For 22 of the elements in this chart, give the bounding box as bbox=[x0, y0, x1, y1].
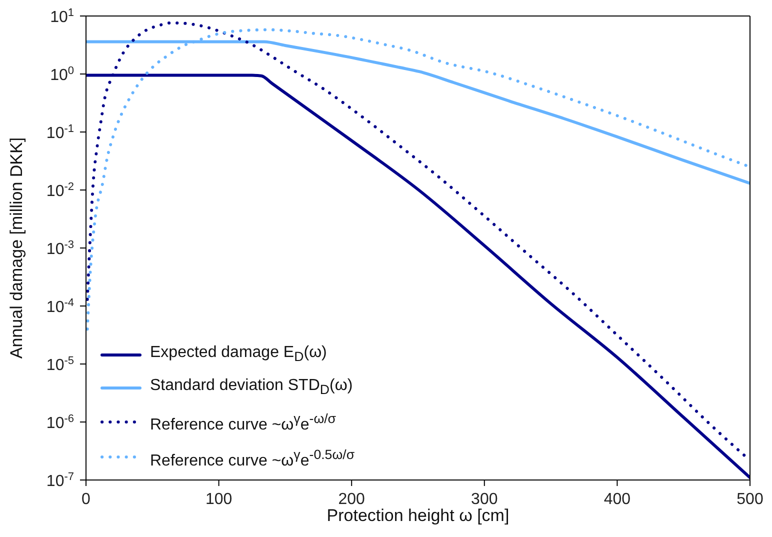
x-tick-label: 0 bbox=[82, 491, 91, 508]
x-tick-label: 500 bbox=[736, 491, 764, 508]
legend-label: Reference curve ~ω$^{γ}$e$^{-0.5ω/σ}$ bbox=[150, 446, 355, 472]
x-tick-label: 300 bbox=[471, 491, 498, 508]
y-tick-label: 10$^{-1}$ bbox=[46, 123, 74, 142]
x-tick-label: 200 bbox=[338, 491, 366, 508]
x-axis-title: Protection height ω [cm] bbox=[326, 506, 510, 525]
x-tick-label: 100 bbox=[205, 491, 232, 508]
y-tick-label: 10$^{1}$ bbox=[50, 7, 74, 26]
x-tick-label: 400 bbox=[604, 491, 631, 508]
legend-label: Expected damage E$_{D}$(ω) bbox=[150, 343, 327, 366]
legend-label: Standard deviation STD$_{D}$(ω) bbox=[150, 376, 353, 400]
y-tick-label: 10$^{-4}$ bbox=[46, 297, 74, 316]
line-series bbox=[86, 28, 749, 331]
y-tick-label: 10$^{-6}$ bbox=[46, 413, 74, 432]
y-tick-label: 10$^{-7}$ bbox=[46, 471, 74, 490]
y-axis-title: Annual damage [million DKK] bbox=[7, 137, 26, 359]
legend-label: Reference curve ~ω$^{γ}$e$^{-ω/σ}$ bbox=[150, 410, 336, 436]
y-tick-label: 10$^{-3}$ bbox=[46, 239, 74, 258]
y-tick-label: 10$^{0}$ bbox=[50, 65, 74, 84]
y-tick-label: 10$^{-2}$ bbox=[46, 181, 74, 200]
y-tick-label: 10$^{-5}$ bbox=[46, 355, 74, 374]
